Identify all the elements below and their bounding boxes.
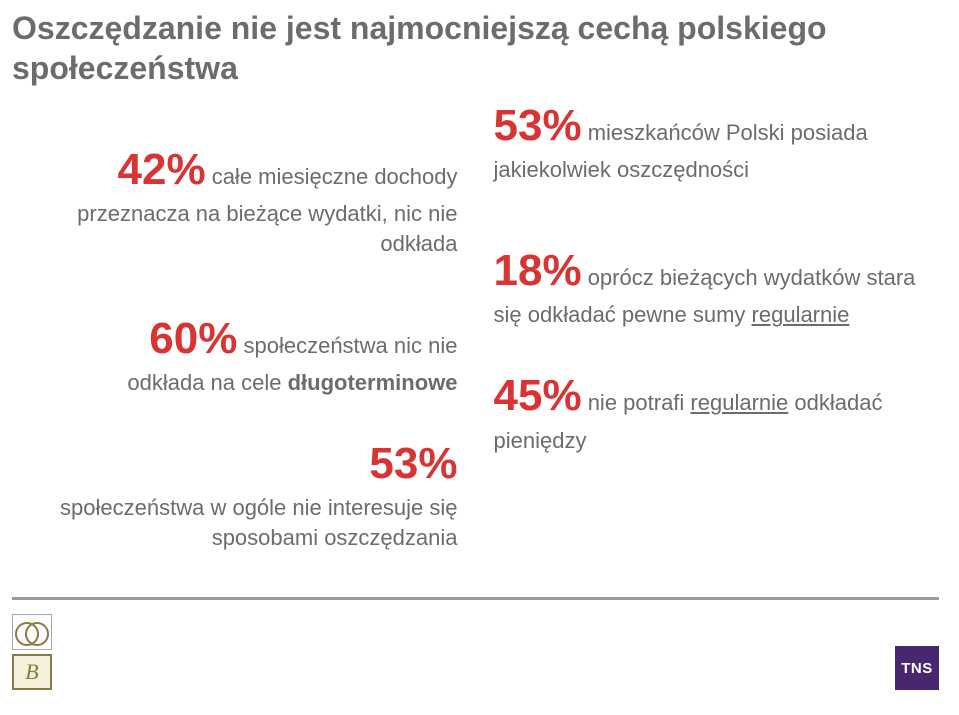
text-l3b: sposobami oszczędzania [212,525,458,550]
text-l2b: odkłada na cele [127,370,287,395]
logo-icon-rings [12,614,52,650]
text-r3-underline: regularnie [690,390,788,415]
stat-left-3: 53% społeczeństwa w ogóle nie interesuje… [12,434,458,553]
text-r2a: oprócz bieżących wydatków stara [582,265,916,290]
text-l2a: społeczeństwa nic nie [237,333,457,358]
tns-label: TNS [901,660,933,677]
text-r3a: nie potrafi [582,390,691,415]
text-r1a: mieszkańców Polski posiada [582,120,868,145]
text-r3c: pieniędzy [494,428,587,453]
pct-53-left: 53% [369,439,457,488]
pct-18: 18% [494,246,582,295]
logo-b-letter: B [25,659,38,685]
text-l3a: społeczeństwa w ogóle nie interesuje się [60,495,457,520]
text-l2-bold: długoterminowe [288,370,458,395]
left-column: 42% całe miesięczne dochody przeznacza n… [12,140,476,589]
text-r2b: się odkładać pewne sumy [494,302,752,327]
pct-45: 45% [494,371,582,420]
right-column: 53% mieszkańców Polski posiada jakiekolw… [476,140,940,589]
text-r2-underline: regularnie [752,302,850,327]
bottom-divider [12,597,939,600]
pct-42: 42% [118,145,206,194]
stat-right-1: 53% mieszkańców Polski posiada jakiekolw… [494,96,940,185]
text-l1a: całe miesięczne dochody [206,164,458,189]
left-logos: B [12,614,52,690]
stat-left-2: 60% społeczeństwa nic nie odkłada na cel… [12,309,458,398]
stat-right-2: 18% oprócz bieżących wydatków stara się … [494,241,940,330]
content-columns: 42% całe miesięczne dochody przeznacza n… [12,140,939,589]
pct-53-right: 53% [494,101,582,150]
tns-logo: TNS [895,646,939,690]
stat-right-3: 45% nie potrafi regularnie odkładać pien… [494,366,940,455]
text-l1c: odkłada [380,231,457,256]
pct-60: 60% [149,314,237,363]
title-line2: społeczeństwa [12,48,939,88]
title-line1: Oszczędzanie nie jest najmocniejszą cech… [12,8,939,48]
stat-left-1: 42% całe miesięczne dochody przeznacza n… [12,140,458,259]
text-l1b: przeznacza na bieżące wydatki, nic nie [77,201,457,226]
text-r3b: odkładać [788,390,882,415]
slide-title: Oszczędzanie nie jest najmocniejszą cech… [12,8,939,88]
logo-icon-b: B [12,654,52,690]
text-r1b: jakiekolwiek oszczędności [494,157,750,182]
